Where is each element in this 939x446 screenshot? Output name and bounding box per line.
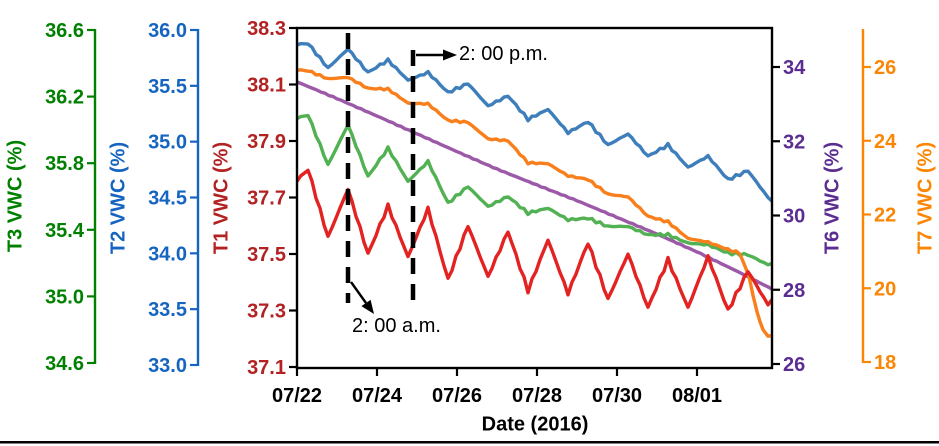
svg-text:36.2: 36.2 xyxy=(45,87,84,109)
svg-text:07/28: 07/28 xyxy=(512,385,562,407)
t2-axis-title: T2 VWC (%) xyxy=(107,141,130,255)
svg-text:35.5: 35.5 xyxy=(148,76,187,98)
svg-text:37.3: 37.3 xyxy=(247,301,286,323)
svg-text:07/22: 07/22 xyxy=(272,385,322,407)
svg-text:30: 30 xyxy=(783,206,805,228)
svg-text:28: 28 xyxy=(783,280,805,302)
svg-text:24: 24 xyxy=(874,131,897,153)
t7-axis-title: T7 VWC (%) xyxy=(914,141,937,255)
svg-text:20: 20 xyxy=(874,278,896,300)
svg-text:26: 26 xyxy=(874,57,896,79)
annotation-2am: 2: 00 a.m. xyxy=(352,315,441,337)
series-t2 xyxy=(297,41,772,203)
svg-text:18: 18 xyxy=(874,352,896,374)
x-axis-title: Date (2016) xyxy=(481,413,589,436)
svg-text:38.3: 38.3 xyxy=(247,18,286,40)
svg-text:34.6: 34.6 xyxy=(45,353,84,375)
annotation-2pm: 2: 00 p.m. xyxy=(459,43,548,65)
svg-text:34.0: 34.0 xyxy=(148,243,187,265)
series-t7 xyxy=(297,68,772,338)
svg-text:37.5: 37.5 xyxy=(247,244,286,266)
svg-text:35.0: 35.0 xyxy=(45,286,84,308)
t6-axis-title: T6 VWC (%) xyxy=(821,141,844,255)
svg-text:32: 32 xyxy=(783,131,805,153)
svg-text:07/24: 07/24 xyxy=(352,385,403,407)
svg-text:33.0: 33.0 xyxy=(148,355,187,377)
svg-text:33.5: 33.5 xyxy=(148,299,187,321)
svg-text:26: 26 xyxy=(783,354,805,376)
svg-text:37.1: 37.1 xyxy=(247,357,286,379)
svg-text:35.4: 35.4 xyxy=(45,220,85,242)
series-t3 xyxy=(297,113,772,267)
series-t1 xyxy=(297,168,772,311)
svg-text:07/26: 07/26 xyxy=(432,385,482,407)
svg-text:36.0: 36.0 xyxy=(148,20,187,42)
t1-axis-title: T1 VWC (%) xyxy=(210,141,233,255)
svg-text:37.7: 37.7 xyxy=(247,188,286,210)
svg-text:38.1: 38.1 xyxy=(247,75,286,97)
series-t6 xyxy=(297,80,772,291)
t3-axis-title: T3 VWC (%) xyxy=(4,139,27,253)
svg-text:37.9: 37.9 xyxy=(247,131,286,153)
svg-text:35.8: 35.8 xyxy=(45,153,84,175)
svg-text:35.0: 35.0 xyxy=(148,132,187,154)
svg-text:22: 22 xyxy=(874,205,896,227)
svg-text:36.6: 36.6 xyxy=(45,20,84,42)
svg-text:34.5: 34.5 xyxy=(148,188,187,210)
svg-text:07/30: 07/30 xyxy=(592,385,642,407)
svg-text:34: 34 xyxy=(783,57,806,79)
svg-text:08/01: 08/01 xyxy=(672,385,722,407)
